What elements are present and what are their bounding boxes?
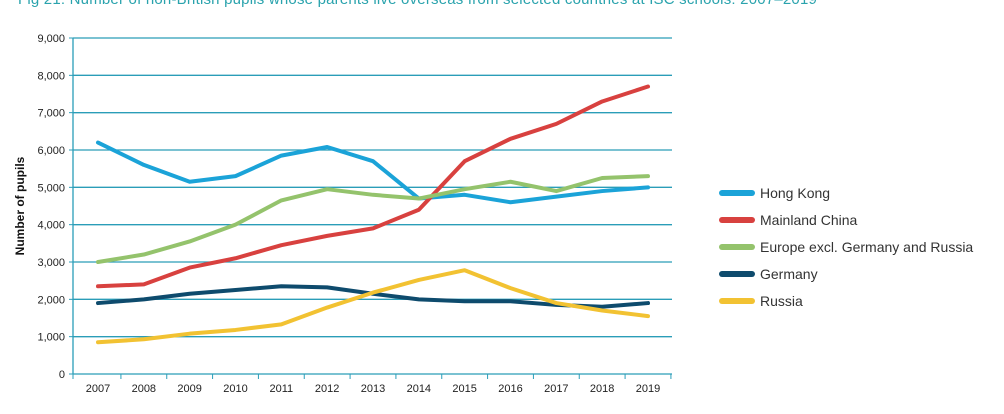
legend-label: Russia (760, 293, 803, 309)
legend-label: Europe excl. Germany and Russia (760, 239, 973, 255)
x-tick-label: 2008 (132, 383, 156, 395)
legend-label: Mainland China (760, 212, 857, 228)
legend-label: Germany (760, 266, 818, 282)
series-line-europe-excl-germany-and-russia (96, 174, 650, 264)
y-tick-label: 7,000 (37, 108, 65, 120)
x-tick-label: 2007 (86, 383, 110, 395)
x-tick-label: 2012 (315, 383, 339, 395)
series-line-russia (96, 268, 650, 345)
x-tick-label: 2018 (590, 383, 614, 395)
x-tick-label: 2011 (270, 383, 294, 395)
y-axis-label: Number of pupils (13, 156, 27, 255)
legend-label: Hong Kong (760, 185, 830, 201)
y-tick-label: 4,000 (37, 220, 65, 232)
x-tick-label: 2016 (498, 383, 522, 395)
y-tick-label: 8,000 (37, 70, 65, 82)
x-tick-label: 2010 (223, 383, 247, 395)
y-tick-label: 5,000 (37, 182, 65, 194)
x-tick-label: 2017 (544, 383, 568, 395)
x-tick-label: 2015 (452, 383, 476, 395)
y-tick-label: 1,000 (37, 332, 65, 344)
y-tick-label: 9,000 (37, 33, 65, 45)
y-tick-label: 6,000 (37, 145, 65, 157)
x-tick-label: 2014 (407, 383, 431, 395)
x-tick-label: 2013 (361, 383, 385, 395)
x-tick-label: 2009 (177, 383, 201, 395)
chart-title: Fig 21: Number of non-British pupils who… (18, 0, 817, 8)
y-tick-label: 3,000 (37, 257, 65, 269)
y-tick-label: 2,000 (37, 294, 65, 306)
y-tick-label: 0 (59, 369, 65, 381)
x-tick-label: 2019 (636, 383, 660, 395)
